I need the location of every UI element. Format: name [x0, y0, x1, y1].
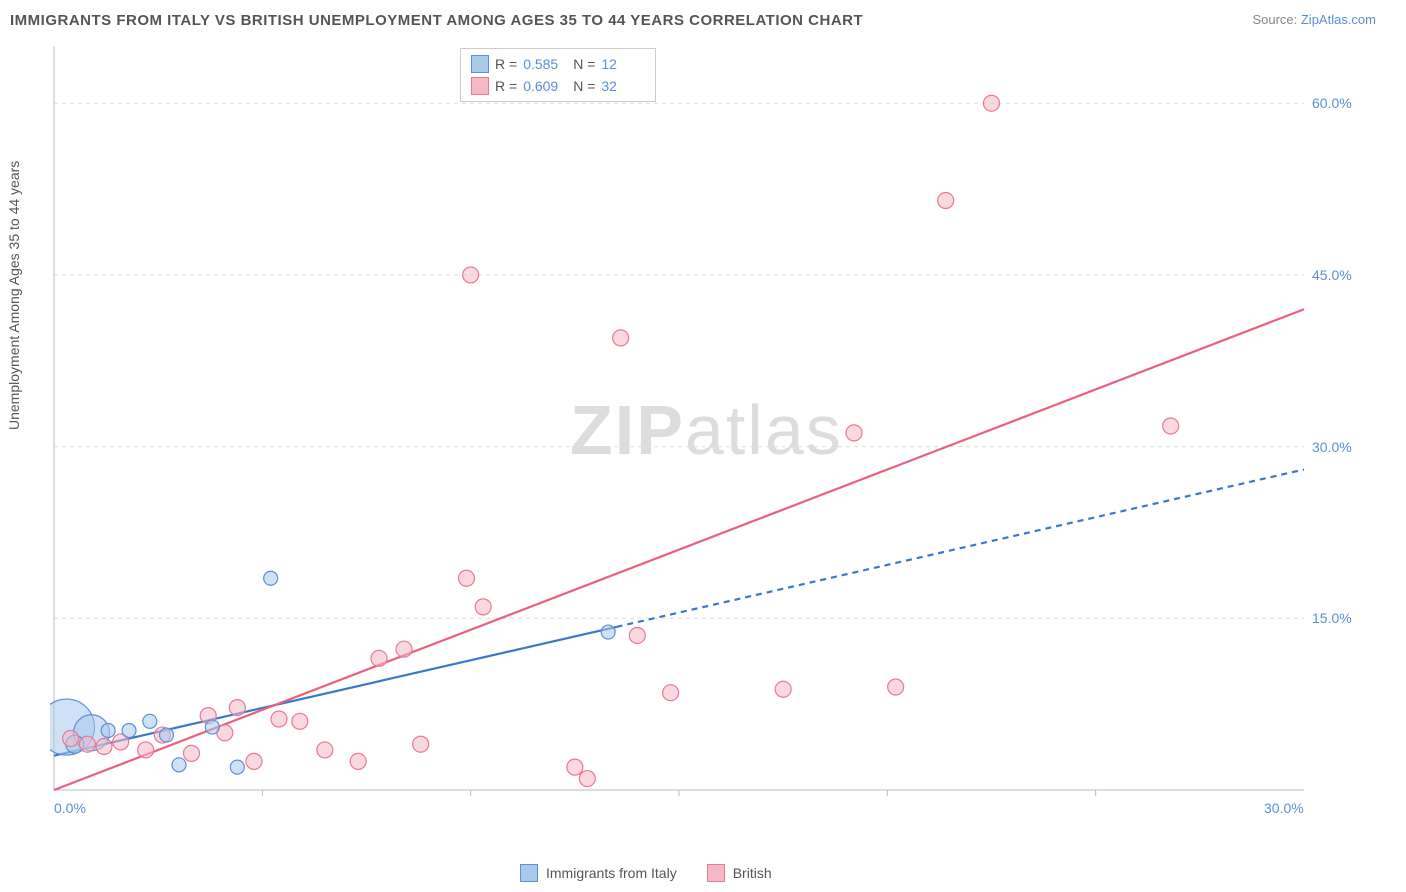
- x-tick-label: 30.0%: [1264, 800, 1304, 816]
- y-tick-label: 30.0%: [1312, 439, 1352, 455]
- legend-item: British: [707, 864, 772, 882]
- legend-swatch: [707, 864, 725, 882]
- n-value: 12: [601, 56, 645, 72]
- r-value: 0.609: [523, 78, 567, 94]
- r-label: R =: [495, 78, 517, 94]
- source-link[interactable]: ZipAtlas.com: [1301, 12, 1376, 27]
- n-label: N =: [573, 78, 595, 94]
- legend-swatch: [520, 864, 538, 882]
- n-label: N =: [573, 56, 595, 72]
- legend-swatch: [471, 77, 489, 95]
- chart-title: IMMIGRANTS FROM ITALY VS BRITISH UNEMPLO…: [10, 12, 863, 29]
- legend-label: British: [733, 865, 772, 881]
- legend-stats-row: R = 0.609 N = 32: [471, 75, 645, 97]
- y-axis-label: Unemployment Among Ages 35 to 44 years: [6, 161, 22, 430]
- legend-stats-row: R = 0.585 N = 12: [471, 53, 645, 75]
- legend-item: Immigrants from Italy: [520, 864, 677, 882]
- series-legend: Immigrants from Italy British: [520, 864, 772, 882]
- r-label: R =: [495, 56, 517, 72]
- source-prefix: Source:: [1252, 12, 1300, 27]
- source-attribution: Source: ZipAtlas.com: [1252, 12, 1376, 27]
- chart-plot-area: 0.0% 30.0% 15.0% 30.0% 45.0% 60.0%: [50, 40, 1360, 820]
- chart-svg: [50, 40, 1360, 820]
- r-value: 0.585: [523, 56, 567, 72]
- y-tick-label: 15.0%: [1312, 610, 1352, 626]
- correlation-legend: R = 0.585 N = 12 R = 0.609 N = 32: [460, 48, 656, 102]
- y-tick-label: 45.0%: [1312, 267, 1352, 283]
- x-tick-label: 0.0%: [54, 800, 86, 816]
- y-tick-label: 60.0%: [1312, 95, 1352, 111]
- n-value: 32: [601, 78, 645, 94]
- legend-swatch: [471, 55, 489, 73]
- legend-label: Immigrants from Italy: [546, 865, 677, 881]
